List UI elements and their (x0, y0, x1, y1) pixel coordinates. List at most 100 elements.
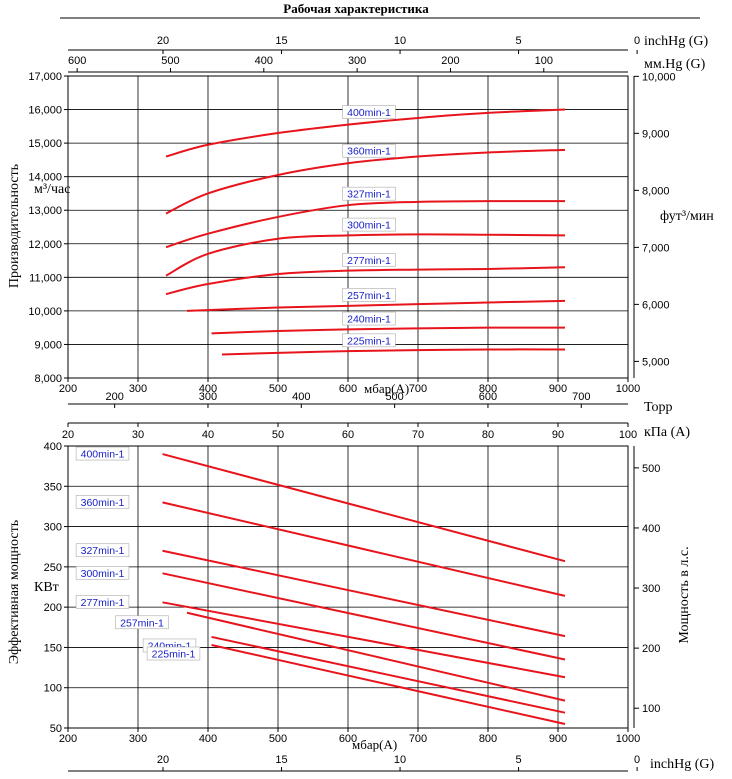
bottom-x-tick-label: 700 (409, 733, 427, 745)
top-x-tick-label: 300 (129, 383, 147, 395)
top-mmhg-tick-label: 200 (441, 55, 459, 67)
top-series-line-225min-1 (221, 348, 566, 356)
bottom-series-line-327min-1 (162, 549, 566, 638)
bottom-torr-tick-label: 300 (199, 391, 217, 403)
bottom-torr-tick-label: 700 (572, 391, 590, 403)
bottom-ylabel-left-unit: КВт (34, 580, 59, 595)
top-y-tick-label: 13,000 (28, 205, 62, 217)
bottom-series-label-225min-1: 225min-1 (152, 649, 196, 661)
top-mmhg-tick-label: 300 (348, 55, 366, 67)
bottom-x-tick-label: 600 (339, 733, 357, 745)
bottom-right-tick-label: 200 (642, 643, 660, 655)
bottom-series-label-327min-1: 327min-1 (81, 545, 125, 557)
top-series-line-327min-1 (165, 200, 566, 249)
bottom-series-line-277min-1 (162, 601, 566, 679)
bottom-y-tick-label: 300 (44, 522, 62, 534)
bottom-series-label-257min-1-box (115, 615, 169, 630)
bottom-series-line-360min-1 (162, 501, 566, 597)
top-series-label-225min-1-box (342, 333, 396, 348)
bottom-x-tick-label: 300 (129, 733, 147, 745)
bottom-series-line-225min-1 (211, 644, 566, 725)
bottom-kpa-tick-label: 40 (202, 429, 214, 441)
bottom-inchhg-tick-label: 5 (516, 754, 522, 766)
bottom-inchhg-tick-label: 0 (634, 754, 640, 766)
top-series-label-327min-1-box (342, 186, 396, 201)
top-mmhg-tick-label: 100 (535, 55, 553, 67)
bottom-y-tick-label: 400 (44, 441, 62, 453)
top-x-tick-label: 500 (269, 383, 287, 395)
bottom-x-tick-label: 200 (59, 733, 77, 745)
bottom-y-tick-label: 200 (44, 602, 62, 614)
top-x-tick-label: 800 (479, 383, 497, 395)
bottom-series-line-257min-1 (186, 611, 566, 702)
top-y-tick-label: 16,000 (28, 105, 62, 117)
top-inchhg-tick-label: 5 (516, 35, 522, 47)
top-ylabel-left-unit: м³/час (34, 182, 70, 197)
bottom-series-label-300min-1-box (75, 566, 130, 580)
bottom-ylabel-right: Мощность в л.с. (677, 546, 692, 643)
bottom-x-tick-label: 800 (479, 733, 497, 745)
top-right-tick-label: 7,000 (642, 242, 670, 254)
top-series-label-240min-1-box (342, 311, 396, 326)
bottom-series-label-360min-1: 360min-1 (81, 497, 125, 509)
top-x-tick-label: 700 (409, 383, 427, 395)
top-xlabel: мбар(A) (364, 381, 409, 396)
top-x-tick-label: 600 (339, 383, 357, 395)
bottom-torr-tick-label: 400 (292, 391, 310, 403)
top-series-line-300min-1 (165, 233, 566, 277)
bottom-series-label-257min-1: 257min-1 (120, 617, 164, 629)
bottom-axis-inchhg-label: inchHg (G) (650, 757, 714, 772)
top-series-line-360min-1 (165, 148, 566, 215)
top-inchhg-tick-label: 15 (275, 35, 287, 47)
bottom-x-tick-label: 500 (269, 733, 287, 745)
bottom-x-tick-label: 400 (199, 733, 217, 745)
top-series-label-300min-1-box (342, 217, 396, 232)
bottom-y-tick-label: 350 (44, 481, 62, 493)
top-series-line-400min-1 (165, 108, 566, 158)
top-series-label-327min-1: 327min-1 (347, 189, 391, 201)
bottom-torr-tick-label: 500 (385, 391, 403, 403)
top-y-tick-label: 17,000 (28, 71, 62, 83)
top-mmhg-tick-label: 500 (161, 55, 179, 67)
bottom-y-tick-label: 50 (50, 723, 62, 735)
bottom-series-label-225min-1-box (146, 646, 201, 661)
top-series-label-300min-1: 300min-1 (347, 220, 391, 232)
bottom-y-tick-label: 250 (44, 562, 62, 574)
bottom-right-tick-label: 300 (642, 583, 660, 595)
bottom-x-tick-label: 1000 (616, 733, 640, 745)
bottom-inchhg-tick-label: 10 (394, 754, 406, 766)
bottom-kpa-tick-label: 90 (552, 429, 564, 441)
top-x-tick-label: 1000 (616, 383, 640, 395)
top-right-tick-label: 8,000 (642, 185, 670, 197)
top-x-tick-label: 400 (199, 383, 217, 395)
top-axis2-label: мм.Hg (G) (644, 57, 706, 72)
bottom-kpa-tick-label: 20 (62, 429, 74, 441)
top-y-tick-label: 10,000 (28, 306, 62, 318)
bottom-series-label-327min-1-box (75, 543, 130, 558)
top-right-tick-label: 6,000 (642, 299, 670, 311)
top-right-tick-label: 5,000 (642, 356, 670, 368)
bottom-torr-tick-label: 200 (105, 391, 123, 403)
bottom-kpa-tick-label: 60 (342, 429, 354, 441)
bottom-series-label-277min-1-box (75, 595, 130, 609)
top-y-tick-label: 15,000 (28, 138, 62, 150)
top-series-label-400min-1-box (342, 105, 396, 119)
bottom-series-label-277min-1: 277min-1 (81, 597, 125, 609)
bottom-ylabel-left: Эффективная мощность (7, 520, 22, 664)
bottom-right-tick-label: 100 (642, 703, 660, 715)
bottom-right-tick-label: 400 (642, 523, 660, 535)
bottom-kpa-tick-label: 100 (619, 429, 637, 441)
bottom-kpa-tick-label: 80 (482, 429, 494, 441)
top-x-tick-label: 900 (549, 383, 567, 395)
bottom-series-label-400min-1: 400min-1 (81, 449, 125, 461)
bottom-right-tick-label: 500 (642, 463, 660, 475)
top-y-tick-label: 12,000 (28, 239, 62, 251)
top-mmhg-tick-label: 400 (255, 55, 273, 67)
top-inchhg-tick-label: 0 (634, 35, 640, 47)
bottom-torr-tick-label: 600 (479, 391, 497, 403)
bottom-x-tick-label: 900 (549, 733, 567, 745)
bottom-y-tick-label: 100 (44, 683, 62, 695)
top-right-tick-label: 9,000 (642, 128, 670, 140)
bottom-inchhg-tick-label: 20 (157, 754, 169, 766)
